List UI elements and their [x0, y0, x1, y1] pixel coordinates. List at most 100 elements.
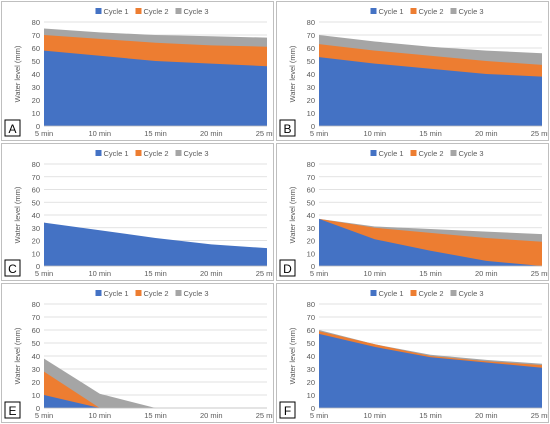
y-tick-label: 0	[36, 404, 40, 413]
legend-swatch	[370, 150, 377, 156]
x-tick-label: 10 min	[363, 269, 386, 278]
y-tick-label: 60	[32, 44, 40, 53]
panel-label-box	[4, 259, 21, 277]
legend-swatch	[450, 150, 457, 156]
x-tick-label: 20 min	[475, 129, 498, 138]
panel-label: D	[283, 262, 292, 276]
series-area-cycle-1	[319, 57, 542, 126]
legend-label: Cycle 2	[144, 7, 169, 16]
legend-swatch	[370, 290, 377, 296]
legend-swatch	[95, 290, 102, 296]
y-tick-label: 50	[32, 57, 40, 66]
x-tick-label: 15 min	[144, 129, 167, 138]
y-tick-label: 70	[32, 31, 40, 40]
y-tick-label: 60	[307, 326, 315, 335]
series-area-cycle-1	[44, 395, 267, 408]
y-tick-label: 40	[32, 211, 40, 220]
panel-label-box	[279, 259, 296, 277]
legend-label: Cycle 3	[184, 149, 209, 158]
legend-swatch	[410, 290, 417, 296]
legend-label: Cycle 1	[104, 7, 129, 16]
y-tick-label: 80	[307, 160, 315, 169]
y-tick-label: 20	[307, 237, 315, 246]
panel-label-box	[279, 119, 296, 137]
legend-label: Cycle 1	[379, 7, 404, 16]
x-tick-label: 25 min	[531, 269, 548, 278]
legend-label: Cycle 2	[144, 289, 169, 298]
legend: Cycle 1 Cycle 2 Cycle 3	[95, 7, 209, 16]
y-axis-label: Water level (mm)	[288, 45, 297, 102]
panel-label: F	[284, 404, 291, 418]
y-tick-label: 20	[32, 237, 40, 246]
y-tick-label: 50	[307, 198, 315, 207]
x-tick-label: 10 min	[88, 269, 111, 278]
y-tick-label: 50	[307, 339, 315, 348]
series-area-cycle-1	[319, 218, 542, 266]
panel-label-box	[4, 119, 21, 137]
legend: Cycle 1 Cycle 2 Cycle 3	[370, 289, 484, 298]
legend-label: Cycle 2	[419, 7, 444, 16]
y-tick-label: 40	[307, 211, 315, 220]
x-tick-label: 15 min	[419, 411, 442, 420]
legend-swatch	[135, 8, 142, 14]
y-tick-label: 40	[32, 352, 40, 361]
y-tick-label: 60	[307, 44, 315, 53]
y-axis-label: Water level (mm)	[13, 327, 22, 384]
x-tick-label: 10 min	[88, 411, 111, 420]
y-tick-label: 10	[307, 109, 315, 118]
legend: Cycle 1 Cycle 2 Cycle 3	[95, 149, 209, 158]
legend-swatch	[450, 8, 457, 14]
y-tick-label: 60	[307, 186, 315, 195]
x-tick-label: 25 min	[256, 269, 273, 278]
y-axis-label: Water level (mm)	[13, 186, 22, 243]
legend-swatch	[175, 290, 182, 296]
area-chart: 0 10 20 30 40 50 60 70 80 5 min 10 min 15 min 20 min…	[4, 7, 273, 138]
y-tick-label: 40	[32, 70, 40, 79]
legend-swatch	[370, 8, 377, 14]
area-chart: 0 10 20 30 40 50 60 70 80 5 min 10 min 15 min 20 min…	[4, 149, 273, 278]
legend-label: Cycle 1	[379, 149, 404, 158]
x-tick-label: 20 min	[475, 269, 498, 278]
x-tick-label: 5 min	[35, 269, 53, 278]
legend-label: Cycle 1	[104, 149, 129, 158]
x-tick-label: 5 min	[310, 129, 328, 138]
legend-label: Cycle 2	[419, 289, 444, 298]
y-tick-label: 0	[311, 122, 315, 131]
x-tick-label: 20 min	[475, 411, 498, 420]
y-tick-label: 10	[32, 391, 40, 400]
y-tick-label: 40	[307, 70, 315, 79]
x-tick-label: 25 min	[531, 129, 548, 138]
y-tick-label: 50	[32, 198, 40, 207]
y-tick-label: 20	[32, 378, 40, 387]
series-area-cycle-1	[319, 333, 542, 408]
x-tick-label: 15 min	[419, 269, 442, 278]
x-tick-label: 15 min	[419, 129, 442, 138]
y-tick-label: 60	[32, 186, 40, 195]
y-tick-label: 30	[307, 83, 315, 92]
x-tick-label: 20 min	[200, 411, 223, 420]
legend-label: Cycle 3	[184, 289, 209, 298]
legend-label: Cycle 1	[104, 289, 129, 298]
y-tick-label: 60	[32, 326, 40, 335]
chart-panel-d: 0 10 20 30 40 50 60 70 80 5 min 10 min 15 min 20 min…	[276, 143, 549, 281]
legend-swatch	[450, 290, 457, 296]
x-tick-label: 5 min	[35, 129, 53, 138]
x-tick-label: 15 min	[144, 411, 167, 420]
y-tick-label: 0	[311, 262, 315, 271]
y-tick-label: 0	[36, 122, 40, 131]
y-tick-label: 50	[32, 339, 40, 348]
y-tick-label: 80	[32, 18, 40, 27]
series-area-cycle-1	[44, 50, 267, 126]
legend-label: Cycle 3	[459, 7, 484, 16]
x-tick-label: 5 min	[310, 269, 328, 278]
legend-swatch	[135, 290, 142, 296]
y-tick-label: 20	[307, 96, 315, 105]
panel-label: B	[283, 122, 291, 136]
y-tick-label: 80	[32, 300, 40, 309]
legend-label: Cycle 3	[459, 289, 484, 298]
chart-panel-e: 0 10 20 30 40 50 60 70 80 5 min 10 min 15 min 20 min…	[1, 283, 274, 423]
chart-panel-a: 0 10 20 30 40 50 60 70 80 5 min 10 min 15 min 20 min…	[1, 1, 274, 141]
y-tick-label: 70	[307, 31, 315, 40]
legend-swatch	[135, 150, 142, 156]
x-tick-label: 10 min	[363, 129, 386, 138]
